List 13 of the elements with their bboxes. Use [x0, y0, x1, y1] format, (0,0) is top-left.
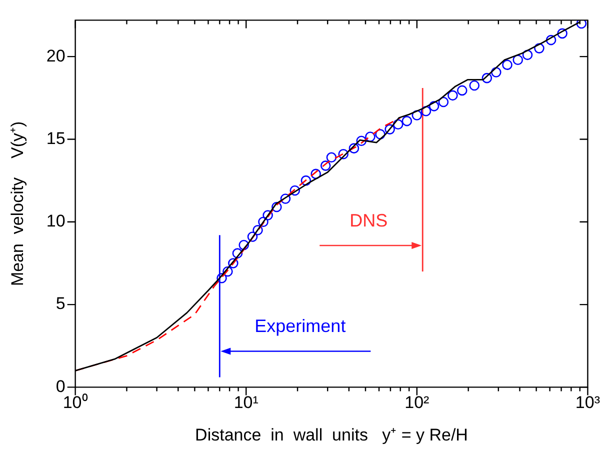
y-tick-label: 20	[46, 46, 66, 66]
y-tick-label: 10	[46, 212, 66, 231]
annotation: Experiment	[254, 316, 346, 336]
x-tick-label: 10³	[575, 393, 600, 412]
y-axis-title: Mean velocity V(y⁺)	[8, 121, 27, 286]
x-tick-label: 10¹	[234, 393, 259, 412]
y-tick-label: 15	[46, 128, 66, 148]
y-tick-label: 0	[56, 376, 66, 396]
x-tick-label: 10²	[404, 393, 430, 412]
y-tick-label: 5	[56, 294, 66, 314]
x-tick-label: 10⁰	[62, 393, 88, 412]
x-axis-title: Distance in wall units y⁺ = y Re/H	[195, 425, 468, 444]
annotation: DNS	[350, 210, 388, 230]
